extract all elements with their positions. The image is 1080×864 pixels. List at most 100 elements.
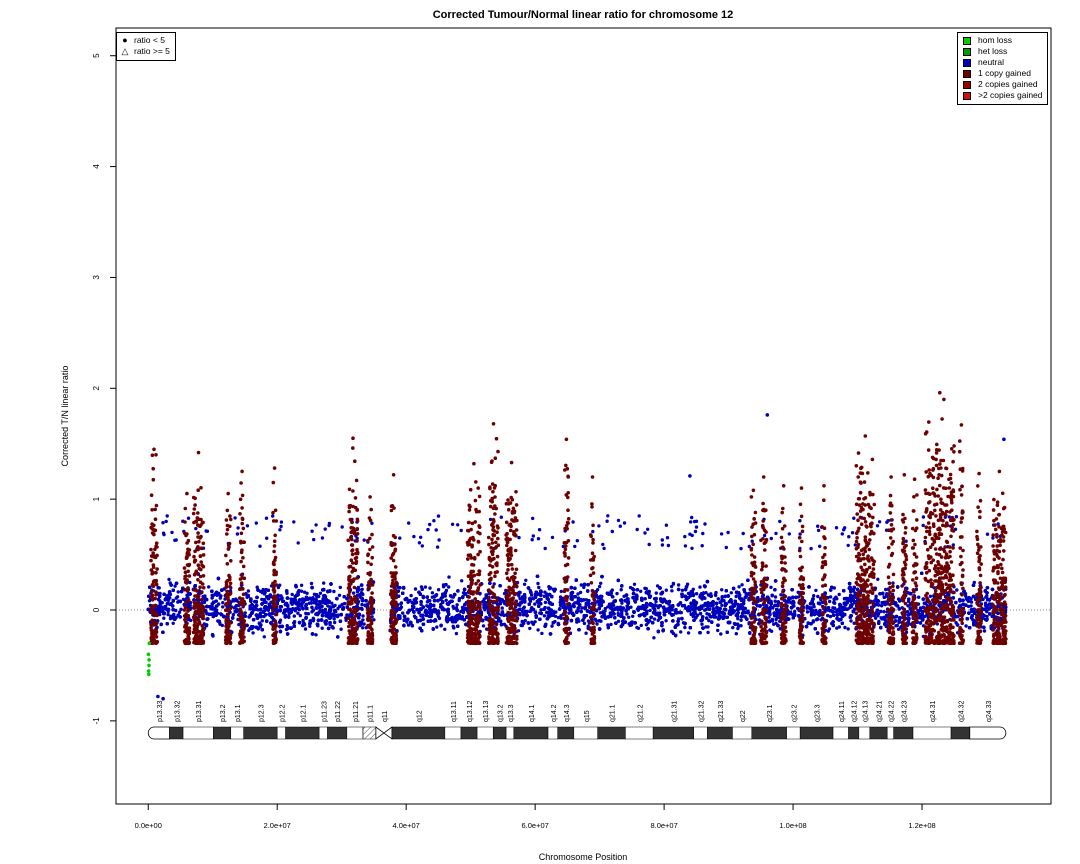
neutral-point xyxy=(694,592,699,596)
neutral-point xyxy=(846,627,850,631)
neutral-point xyxy=(559,614,563,618)
neutral-point xyxy=(685,582,690,586)
neutral-point xyxy=(680,588,685,592)
neutral-point xyxy=(625,612,629,616)
neutral-point xyxy=(214,599,218,603)
neutral-point xyxy=(593,617,597,621)
neutral-point xyxy=(298,613,302,618)
neutral-point xyxy=(716,597,720,601)
neutral-point xyxy=(874,594,878,598)
neutral-point xyxy=(243,611,247,615)
neutral-point xyxy=(518,597,522,601)
neutral-point xyxy=(719,632,723,636)
neutral-point xyxy=(737,585,741,589)
neutral-point xyxy=(362,622,366,626)
neutral-point xyxy=(644,601,649,606)
neutral-point xyxy=(258,611,263,615)
neutral-point xyxy=(413,587,418,591)
neutral-point xyxy=(987,602,992,606)
neutral-point xyxy=(524,578,528,582)
neutral-point xyxy=(452,606,456,610)
neutral-point xyxy=(436,614,441,619)
neutral-point xyxy=(399,602,403,606)
neutral-point xyxy=(537,585,541,590)
neutral-point xyxy=(608,611,612,615)
neutral-point xyxy=(676,583,681,587)
neutral-point xyxy=(575,620,579,624)
neutral-point xyxy=(837,625,841,629)
neutral-point xyxy=(428,586,432,590)
neutral-point xyxy=(299,589,304,593)
neutral-point xyxy=(620,601,624,605)
neutral-point xyxy=(463,592,467,596)
neutral-point xyxy=(627,615,631,619)
neutral-point xyxy=(262,592,267,596)
y-tick-label: 5 xyxy=(92,53,101,58)
neutral-point xyxy=(579,583,583,587)
neutral-point xyxy=(339,627,343,631)
neutral-point xyxy=(338,585,342,590)
neutral-point xyxy=(914,587,919,592)
neutral-point xyxy=(405,620,409,624)
neutral-point xyxy=(299,583,304,587)
neutral-point xyxy=(982,629,987,633)
neutral-point xyxy=(679,630,683,634)
neutral-point xyxy=(578,590,583,595)
neutral-point xyxy=(616,611,620,616)
neutral-point xyxy=(536,628,540,632)
neutral-point xyxy=(603,606,607,611)
neutral-point xyxy=(774,617,778,622)
neutral-point xyxy=(221,605,225,609)
neutral-point xyxy=(779,593,783,597)
neutral-point xyxy=(530,606,534,610)
neutral-point xyxy=(360,607,364,611)
neutral-point xyxy=(704,607,708,612)
neutral-point xyxy=(669,584,674,589)
neutral-point xyxy=(259,607,263,611)
neutral-point xyxy=(598,611,603,615)
neutral-point xyxy=(729,591,733,595)
neutral-point xyxy=(147,599,152,603)
neutral-point xyxy=(523,618,527,623)
x-tick-label: 6.0e+07 xyxy=(521,821,548,830)
neutral-point xyxy=(706,630,710,635)
neutral-point xyxy=(175,595,180,599)
neutral-point xyxy=(220,623,224,628)
neutral-point xyxy=(639,623,643,628)
neutral-point xyxy=(812,594,816,598)
neutral-point xyxy=(734,594,738,599)
neutral-point xyxy=(542,614,547,618)
neutral-point xyxy=(499,613,503,617)
neutral-point xyxy=(880,604,884,608)
neutral-point xyxy=(447,585,451,589)
neutral-point xyxy=(662,605,666,609)
neutral-point xyxy=(188,580,192,585)
neutral-point xyxy=(576,592,580,596)
neutral-point xyxy=(731,625,735,630)
neutral-point xyxy=(880,601,884,605)
neutral-point xyxy=(656,618,660,622)
neutral-point xyxy=(351,591,356,595)
neutral-point xyxy=(406,623,411,627)
neutral-point xyxy=(332,589,336,594)
neutral-point xyxy=(435,625,439,629)
neutral-point xyxy=(816,594,820,599)
neutral-point xyxy=(490,595,495,599)
neutral-point xyxy=(837,592,841,597)
neutral-point xyxy=(905,610,910,614)
neutral-point xyxy=(540,631,544,636)
neutral-point xyxy=(258,589,263,594)
neutral-point xyxy=(290,592,294,597)
neutral-point xyxy=(664,619,668,623)
neutral-point xyxy=(767,615,771,619)
neutral-point xyxy=(683,625,687,630)
neutral-point xyxy=(828,595,833,599)
neutral-point xyxy=(652,617,657,621)
neutral-point xyxy=(166,612,170,617)
neutral-point xyxy=(558,595,563,599)
neutral-point xyxy=(255,585,259,589)
neutral-point xyxy=(308,624,312,628)
neutral-point xyxy=(336,606,340,611)
neutral-point xyxy=(522,582,527,586)
